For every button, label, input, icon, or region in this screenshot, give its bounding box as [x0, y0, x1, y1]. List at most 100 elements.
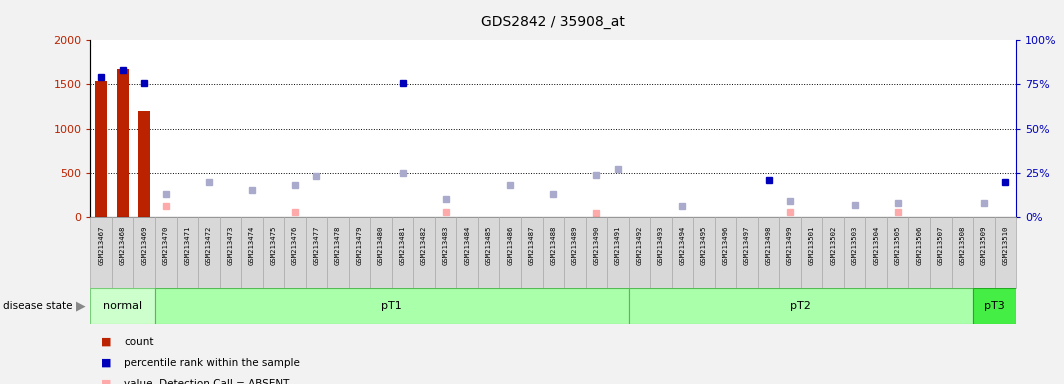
Text: GDS2842 / 35908_at: GDS2842 / 35908_at: [481, 15, 626, 29]
Bar: [694, 217, 715, 288]
Text: ■: ■: [101, 337, 112, 347]
Text: ■: ■: [101, 358, 112, 368]
Bar: [779, 217, 801, 288]
Text: GSM213510: GSM213510: [1002, 225, 1009, 265]
Bar: [629, 217, 650, 288]
Bar: [478, 217, 499, 288]
Text: GSM213477: GSM213477: [314, 225, 319, 265]
Bar: [671, 217, 694, 288]
Text: GSM213505: GSM213505: [895, 225, 901, 265]
Bar: [349, 217, 370, 288]
Text: disease state: disease state: [3, 301, 72, 311]
Text: GSM213504: GSM213504: [874, 225, 879, 265]
Text: GSM213469: GSM213469: [142, 225, 147, 265]
Text: GSM213509: GSM213509: [981, 225, 986, 265]
Bar: [456, 217, 478, 288]
Bar: [133, 217, 155, 288]
Text: GSM213492: GSM213492: [636, 225, 643, 265]
Text: pT2: pT2: [791, 301, 811, 311]
Text: count: count: [124, 337, 154, 347]
Text: GSM213476: GSM213476: [292, 225, 298, 265]
Text: GSM213474: GSM213474: [249, 225, 255, 265]
Bar: [736, 217, 758, 288]
Bar: [801, 217, 822, 288]
Bar: [650, 217, 671, 288]
Bar: [543, 217, 564, 288]
Text: GSM213483: GSM213483: [443, 225, 449, 265]
Bar: [887, 217, 909, 288]
Text: GSM213481: GSM213481: [400, 225, 405, 265]
Text: GSM213508: GSM213508: [960, 225, 965, 265]
Text: normal: normal: [103, 301, 143, 311]
Text: pT3: pT3: [984, 301, 1005, 311]
Bar: [930, 217, 951, 288]
Bar: [90, 217, 112, 288]
Bar: [844, 217, 865, 288]
Bar: [521, 217, 543, 288]
Text: ■: ■: [101, 379, 112, 384]
Bar: [305, 217, 328, 288]
Bar: [138, 111, 150, 217]
Bar: [370, 217, 392, 288]
Text: GSM213491: GSM213491: [615, 225, 621, 265]
Text: GSM213507: GSM213507: [937, 225, 944, 265]
Text: GSM213479: GSM213479: [356, 225, 363, 265]
Text: percentile rank within the sample: percentile rank within the sample: [124, 358, 300, 368]
Bar: [117, 69, 129, 217]
Bar: [585, 217, 608, 288]
Text: GSM213498: GSM213498: [766, 225, 771, 265]
Text: GSM213471: GSM213471: [184, 225, 190, 265]
Text: GSM213502: GSM213502: [830, 225, 836, 265]
Bar: [715, 217, 736, 288]
Text: pT1: pT1: [382, 301, 402, 311]
Bar: [629, 288, 974, 324]
Text: GSM213478: GSM213478: [335, 225, 340, 265]
Bar: [198, 217, 219, 288]
Text: GSM213486: GSM213486: [508, 225, 513, 265]
Text: GSM213470: GSM213470: [163, 225, 169, 265]
Bar: [219, 217, 242, 288]
Text: GSM213495: GSM213495: [701, 225, 706, 265]
Bar: [865, 217, 887, 288]
Text: GSM213488: GSM213488: [550, 225, 556, 265]
Bar: [392, 217, 413, 288]
Text: GSM213493: GSM213493: [658, 225, 664, 265]
Text: GSM213468: GSM213468: [120, 225, 126, 265]
Text: GSM213503: GSM213503: [851, 225, 858, 265]
Bar: [758, 217, 779, 288]
Bar: [974, 288, 1016, 324]
Text: GSM213482: GSM213482: [421, 225, 427, 265]
Bar: [951, 217, 974, 288]
Text: GSM213480: GSM213480: [378, 225, 384, 265]
Bar: [96, 81, 107, 217]
Text: GSM213494: GSM213494: [680, 225, 685, 265]
Text: GSM213501: GSM213501: [809, 225, 815, 265]
Bar: [564, 217, 585, 288]
Bar: [242, 217, 263, 288]
Bar: [112, 217, 133, 288]
Bar: [90, 288, 155, 324]
Text: GSM213490: GSM213490: [594, 225, 599, 265]
Text: GSM213467: GSM213467: [98, 225, 104, 265]
Text: GSM213489: GSM213489: [571, 225, 578, 265]
Text: GSM213487: GSM213487: [529, 225, 535, 265]
Bar: [177, 217, 198, 288]
Text: GSM213506: GSM213506: [916, 225, 922, 265]
Bar: [155, 288, 629, 324]
Bar: [822, 217, 844, 288]
Text: GSM213475: GSM213475: [270, 225, 277, 265]
Bar: [155, 217, 177, 288]
Text: GSM213484: GSM213484: [464, 225, 470, 265]
Text: GSM213485: GSM213485: [485, 225, 492, 265]
Bar: [608, 217, 629, 288]
Bar: [263, 217, 284, 288]
Bar: [284, 217, 305, 288]
Text: GSM213496: GSM213496: [722, 225, 729, 265]
Bar: [974, 217, 995, 288]
Bar: [499, 217, 521, 288]
Text: value, Detection Call = ABSENT: value, Detection Call = ABSENT: [124, 379, 289, 384]
Text: GSM213472: GSM213472: [205, 225, 212, 265]
Text: GSM213497: GSM213497: [744, 225, 750, 265]
Text: GSM213473: GSM213473: [228, 225, 233, 265]
Bar: [909, 217, 930, 288]
